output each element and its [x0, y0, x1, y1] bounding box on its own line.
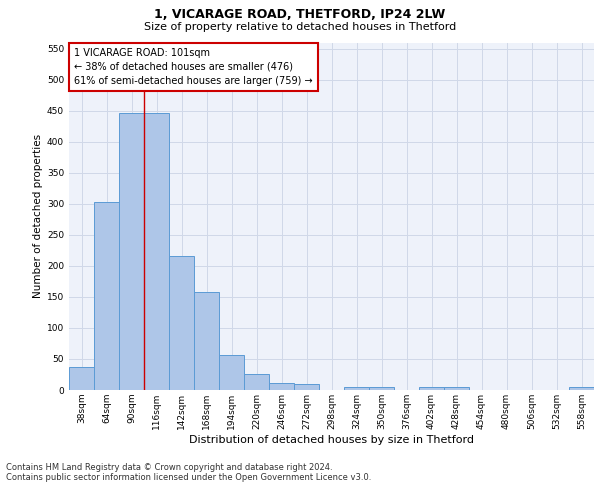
Text: 1, VICARAGE ROAD, THETFORD, IP24 2LW: 1, VICARAGE ROAD, THETFORD, IP24 2LW: [154, 8, 446, 20]
Bar: [94, 202, 119, 390]
Bar: [294, 384, 319, 390]
Text: Size of property relative to detached houses in Thetford: Size of property relative to detached ho…: [144, 22, 456, 32]
Bar: [219, 354, 244, 390]
X-axis label: Distribution of detached houses by size in Thetford: Distribution of detached houses by size …: [189, 434, 474, 444]
Bar: [419, 387, 444, 390]
Y-axis label: Number of detached properties: Number of detached properties: [33, 134, 43, 298]
Bar: [269, 382, 294, 390]
Bar: [144, 112, 169, 390]
Bar: [194, 292, 219, 390]
Bar: [169, 256, 194, 390]
Bar: [244, 374, 269, 390]
Bar: [369, 387, 394, 390]
Bar: [119, 112, 144, 390]
Bar: [69, 367, 94, 390]
Text: 1 VICARAGE ROAD: 101sqm
← 38% of detached houses are smaller (476)
61% of semi-d: 1 VICARAGE ROAD: 101sqm ← 38% of detache…: [74, 48, 313, 86]
Bar: [344, 387, 369, 390]
Bar: [569, 387, 594, 390]
Text: Contains HM Land Registry data © Crown copyright and database right 2024.
Contai: Contains HM Land Registry data © Crown c…: [6, 462, 371, 482]
Bar: [444, 387, 469, 390]
